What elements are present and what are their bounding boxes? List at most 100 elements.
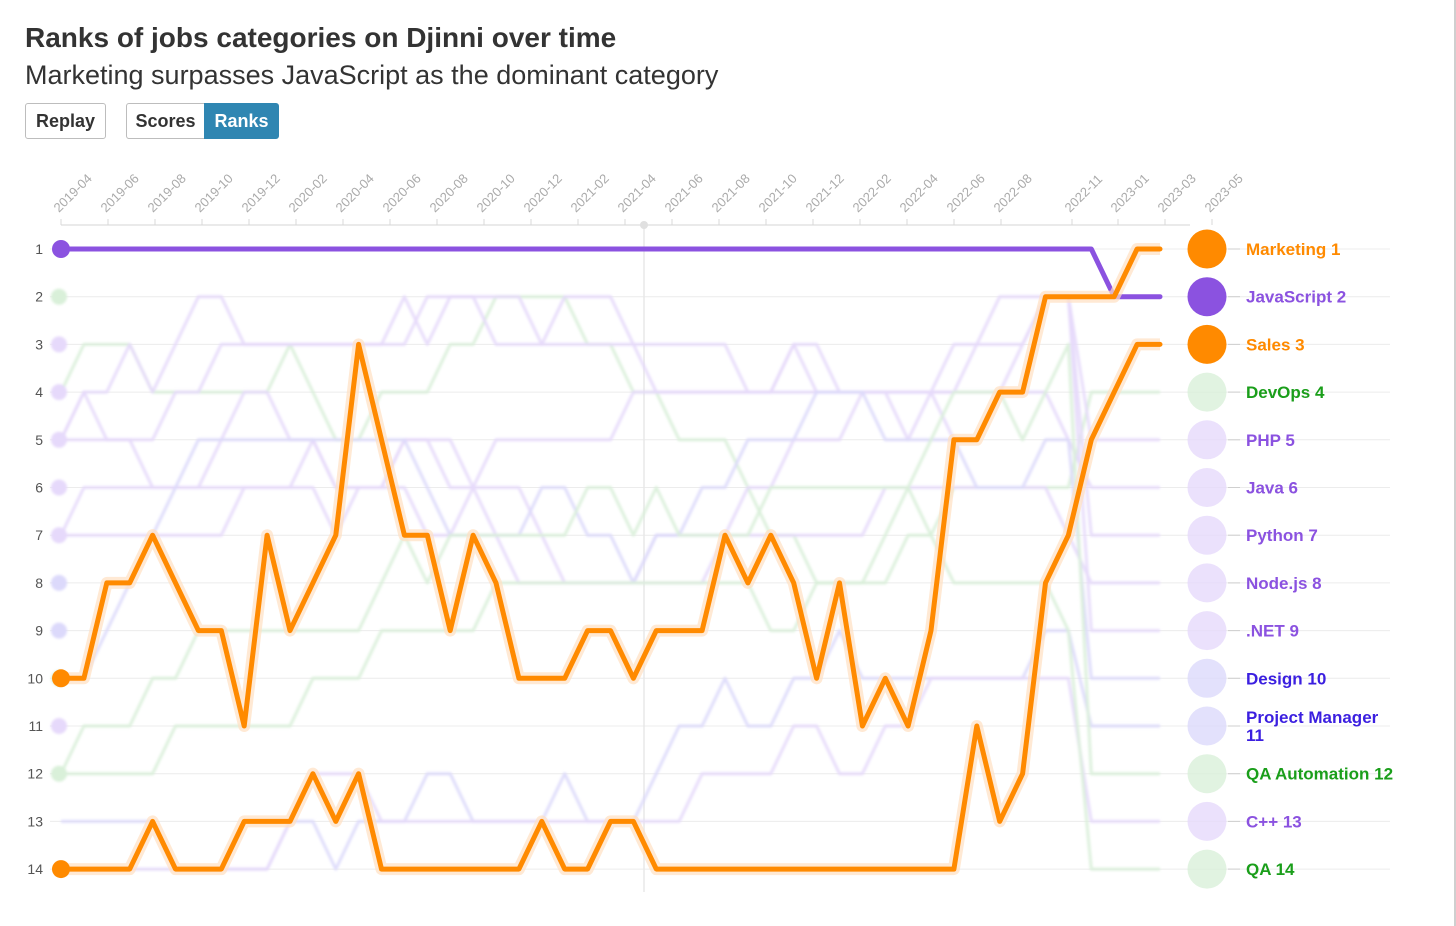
end-marker-sales <box>1187 324 1227 364</box>
replay-button[interactable]: Replay <box>25 103 106 139</box>
end-label: .NET 9 <box>1246 622 1299 641</box>
x-tick-label: 2021-06 <box>662 171 706 215</box>
faded-series-start-dot <box>51 765 67 782</box>
y-tick-label: 8 <box>35 575 43 591</box>
end-label: JavaScript 2 <box>1246 288 1346 307</box>
end-label: C++ 13 <box>1246 812 1302 831</box>
x-tick-label: 2023-01 <box>1108 171 1152 215</box>
x-tick-label: 2023-03 <box>1155 171 1199 215</box>
scores-toggle-button[interactable]: Scores <box>126 103 205 139</box>
end-markers <box>1187 229 1240 889</box>
y-tick-label: 2 <box>35 289 43 305</box>
y-tick-label: 14 <box>27 861 43 877</box>
faded-series-lines <box>51 288 1160 871</box>
x-tick-label: 2019-06 <box>98 171 142 215</box>
y-tick-label: 12 <box>27 766 43 782</box>
y-tick-label: 6 <box>35 480 43 496</box>
x-tick-label: 2020-10 <box>474 171 518 215</box>
end-label: QA Automation 12 <box>1246 765 1393 784</box>
series-start-dot-sales <box>52 860 70 879</box>
x-tick-label: 2022-02 <box>850 171 894 215</box>
end-marker-devops <box>1187 372 1227 412</box>
series-line-sales <box>58 341 1163 872</box>
end-marker-python <box>1187 515 1227 555</box>
y-tick-label: 11 <box>28 718 43 734</box>
y-tick-label: 7 <box>35 527 43 543</box>
rank-chart: 2019-04 2019-06 2019-08 2019-10 2019-12 2020-… <box>27 171 1393 892</box>
end-label: Node.js 8 <box>1246 574 1322 593</box>
end-marker-design <box>1187 658 1227 698</box>
x-tick-label: 2020-02 <box>286 171 330 215</box>
faded-series-start-dot <box>51 527 67 544</box>
end-marker-qa <box>1187 849 1227 889</box>
x-tick-label: 2019-12 <box>239 171 283 215</box>
x-tick-label: 2020-12 <box>521 171 565 215</box>
current-time-marker <box>640 221 648 229</box>
faded-series-start-dot <box>51 718 67 734</box>
faded-series-line <box>61 295 1160 442</box>
y-tick-label: 9 <box>35 623 43 639</box>
x-tick-label: 2022-04 <box>897 171 941 215</box>
frame-border <box>1454 0 1456 926</box>
ranks-toggle-button[interactable]: Ranks <box>204 103 279 139</box>
end-marker-java <box>1187 468 1227 507</box>
x-tick-label: 2022-08 <box>991 171 1035 215</box>
x-tick-label: 2022-11 <box>1062 171 1106 215</box>
x-tick-label: 2022-06 <box>944 171 988 215</box>
end-label: PHP 5 <box>1246 431 1295 450</box>
x-tick-label: 2021-10 <box>756 171 800 215</box>
end-label-rank: 11 <box>1246 726 1264 745</box>
series-line-marketing <box>58 246 1163 729</box>
x-tick-label: 2020-06 <box>380 171 424 215</box>
end-label: Design 10 <box>1246 669 1326 688</box>
end-marker-c- <box>1187 801 1227 841</box>
end-marker-marketing <box>1187 229 1227 269</box>
y-tick-label: 3 <box>35 336 43 352</box>
x-tick-label: 2019-04 <box>51 171 95 215</box>
x-tick-label: 2021-12 <box>803 171 847 215</box>
end-labels: Marketing 1 Sales 3 JavaScript 2 DevOps 4 PH… <box>1246 240 1393 879</box>
x-tick-label: 2020-08 <box>427 171 471 215</box>
end-label: DevOps 4 <box>1246 383 1325 402</box>
series-start-dot-javascript <box>52 240 70 258</box>
end-label: QA 14 <box>1246 860 1295 879</box>
x-tick-label: 2019-08 <box>145 171 189 215</box>
end-label: Python 7 <box>1246 526 1318 545</box>
x-tick-label: 2021-08 <box>709 171 753 215</box>
faded-series-start-dot <box>51 479 67 496</box>
faded-series-start-dot <box>51 384 67 401</box>
series-line-javascript <box>58 246 1163 300</box>
end-marker-javascript <box>1187 277 1227 317</box>
x-tick-label: 2020-04 <box>333 171 377 215</box>
chart-title: Ranks of jobs categories on Djinni over … <box>25 22 617 53</box>
faded-series-line <box>61 390 1160 680</box>
series-glow <box>61 338 1160 876</box>
end-label: Marketing 1 <box>1246 240 1340 259</box>
faded-series-start-dot <box>51 622 67 639</box>
y-tick-label: 1 <box>35 241 43 257</box>
x-tick-label: 2019-10 <box>192 171 236 215</box>
x-tick-label: 2023-05 <box>1202 171 1246 215</box>
y-tick-label: 13 <box>27 813 43 829</box>
end-label: Java 6 <box>1246 479 1298 498</box>
highlighted-series-lines <box>52 240 1163 879</box>
y-tick-label: 10 <box>27 670 43 686</box>
x-tick-label: 2021-02 <box>568 171 612 215</box>
end-marker--net <box>1187 611 1227 651</box>
x-axis-ticks: 2019-04 2019-06 2019-08 2019-10 2019-12 2020-… <box>51 171 1246 225</box>
y-tick-label: 5 <box>35 432 43 448</box>
chart-subtitle: Marketing surpasses JavaScript as the do… <box>25 60 719 90</box>
end-label: Sales 3 <box>1246 335 1305 354</box>
end-label: Project Manager <box>1246 708 1379 727</box>
faded-series-line <box>59 486 1160 871</box>
x-tick-label: 2021-04 <box>615 171 659 215</box>
end-marker-node-js <box>1187 563 1227 603</box>
y-tick-label: 4 <box>35 384 43 400</box>
end-marker-php <box>1187 420 1227 460</box>
faded-series-start-dot <box>51 288 67 305</box>
faded-series-start-dot <box>51 574 67 591</box>
end-marker-project-manager <box>1187 706 1227 746</box>
faded-series-start-dot <box>51 336 67 353</box>
series-start-dot-marketing <box>52 669 70 688</box>
